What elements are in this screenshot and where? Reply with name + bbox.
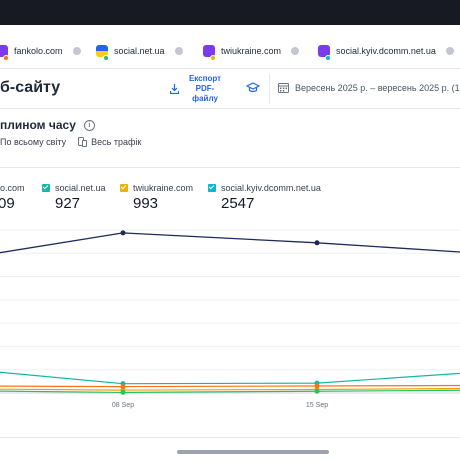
legend-item-fankolo[interactable]: lo.com 09	[0, 183, 25, 212]
checkbox-icon[interactable]	[208, 184, 216, 192]
legend-item-twiukraine[interactable]: twiukraine.com 993	[120, 183, 193, 212]
download-icon	[170, 84, 179, 94]
calendar-icon	[278, 83, 289, 93]
data-point[interactable]	[120, 384, 126, 390]
export-pdf-button[interactable]: Експорт PDF-файлу	[170, 74, 227, 104]
date-range-picker[interactable]: Вересень 2025 р. – вересень 2025 р. (1	[278, 82, 460, 93]
data-point[interactable]	[314, 240, 320, 246]
x-tick-label: 08 Sep	[112, 402, 134, 409]
tab-divider	[0, 68, 460, 69]
data-point[interactable]	[120, 230, 126, 236]
section-title: плином часу i	[0, 118, 95, 132]
legend-label: social.net.ua	[55, 183, 106, 193]
series-line-fankolo-com	[0, 232, 460, 254]
tab-label: fankolo.com	[14, 45, 63, 56]
device-top-bar	[0, 0, 460, 25]
legend-value: 09	[0, 195, 15, 212]
social-kyiv-favicon-icon	[318, 44, 331, 61]
checkbox-icon[interactable]	[120, 184, 128, 192]
close-tab-icon[interactable]	[445, 46, 454, 55]
series-line-twiukraine-com	[0, 387, 460, 391]
tab-social-kyiv[interactable]: social.kyiv.dcomm.net.ua	[318, 42, 454, 61]
header-divider	[269, 74, 270, 104]
browser-tab-strip: fankolo.com social.net.ua twiukraine.com…	[0, 34, 460, 68]
fankolo-favicon-icon	[0, 44, 9, 61]
tab-social-net-ua[interactable]: social.net.ua	[96, 42, 183, 61]
section-title-text: плином часу	[0, 118, 76, 132]
legend-label: twiukraine.com	[133, 183, 194, 193]
series-line-orange	[0, 384, 460, 388]
series-line-social-net-ua	[0, 389, 460, 394]
data-point[interactable]	[120, 389, 126, 395]
close-tab-icon[interactable]	[174, 46, 183, 55]
tab-label: social.net.ua	[114, 45, 165, 56]
traffic-filter-label: Весь трафік	[91, 137, 142, 147]
legend-value: 993	[133, 195, 159, 212]
chart-bottom-divider	[0, 437, 460, 438]
filter-row: По всьому світу Весь трафік	[0, 137, 153, 147]
data-point[interactable]	[314, 383, 320, 389]
header-bottom-divider	[0, 108, 460, 109]
traffic-line-chart: 08 Sep 15 Sep	[0, 229, 460, 409]
legend-label: social.kyiv.dcomm.net.ua	[221, 183, 321, 193]
info-icon[interactable]: i	[83, 119, 95, 131]
region-filter-label: По всьому світу	[0, 137, 67, 147]
data-point[interactable]	[314, 388, 320, 394]
twiukraine-favicon-icon	[203, 44, 216, 61]
region-filter[interactable]: По всьому світу	[0, 137, 66, 147]
legend-value: 2547	[221, 195, 255, 212]
date-range-label: Вересень 2025 р. – вересень 2025 р. (1	[295, 82, 460, 93]
social-net-ua-favicon-icon	[96, 44, 109, 61]
checkbox-icon[interactable]	[42, 184, 50, 192]
legend-label: lo.com	[0, 183, 25, 193]
chart-top-divider	[0, 167, 460, 168]
tab-label: twiukraine.com	[221, 45, 282, 56]
tab-label: social.kyiv.dcomm.net.ua	[336, 45, 436, 56]
tab-fankolo[interactable]: fankolo.com	[0, 42, 81, 61]
series-line-social-kyiv-dcomm-net-ua	[0, 371, 460, 385]
page-title: б-сайту	[0, 79, 61, 96]
traffic-filter[interactable]: Весь трафік	[78, 137, 141, 147]
export-pdf-label: Експорт PDF-файлу	[188, 74, 222, 103]
close-tab-icon[interactable]	[72, 46, 81, 55]
graduation-cap-icon[interactable]	[246, 82, 260, 94]
x-tick-label: 15 Sep	[306, 402, 328, 409]
close-tab-icon[interactable]	[291, 46, 300, 55]
legend-item-social-net-ua[interactable]: social.net.ua 927	[42, 183, 106, 212]
tab-twiukraine[interactable]: twiukraine.com	[203, 42, 300, 61]
home-indicator	[177, 450, 329, 454]
legend-item-social-kyiv[interactable]: social.kyiv.dcomm.net.ua 2547	[208, 183, 321, 212]
devices-icon	[78, 137, 88, 147]
legend-value: 927	[55, 195, 81, 212]
